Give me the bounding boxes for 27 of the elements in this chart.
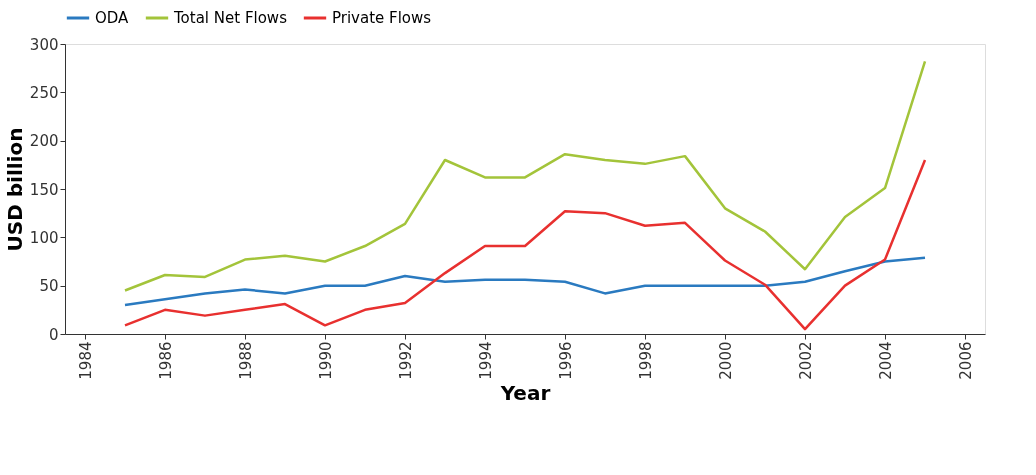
x-tick-label: 1986	[156, 341, 175, 380]
y-tick-label: 50	[39, 277, 59, 296]
x-tick-label: 1998	[636, 341, 655, 380]
line-series	[123, 256, 927, 307]
legend-label: ODA	[95, 9, 130, 27]
y-tick-label: 200	[29, 132, 59, 151]
x-tick-label: 1990	[316, 341, 335, 380]
x-tick-label: 1992	[396, 341, 415, 380]
y-tick-label: 0	[48, 325, 59, 344]
legend-label: Total Net Flows	[173, 9, 288, 27]
x-tick-label: 2006	[956, 341, 975, 380]
x-tick-label: 1996	[556, 341, 575, 380]
y-axis-title: USD billion	[2, 127, 27, 252]
y-tick-label: 300	[29, 35, 59, 54]
x-axis-title: Year	[499, 380, 551, 405]
x-tick-label: 2000	[716, 341, 735, 380]
y-tick-label: 100	[29, 228, 59, 247]
x-tick-label: 1984	[76, 341, 95, 380]
x-tick-label: 2002	[796, 341, 815, 380]
x-tick-label: 1988	[236, 341, 255, 380]
legend-label: Private Flows	[332, 9, 432, 27]
line-series	[123, 60, 927, 292]
y-tick-label: 150	[29, 180, 59, 199]
x-tick-label: 2004	[876, 341, 895, 380]
y-tick-label: 250	[29, 83, 59, 102]
line-series	[123, 158, 927, 331]
x-tick-label: 1994	[476, 341, 495, 380]
